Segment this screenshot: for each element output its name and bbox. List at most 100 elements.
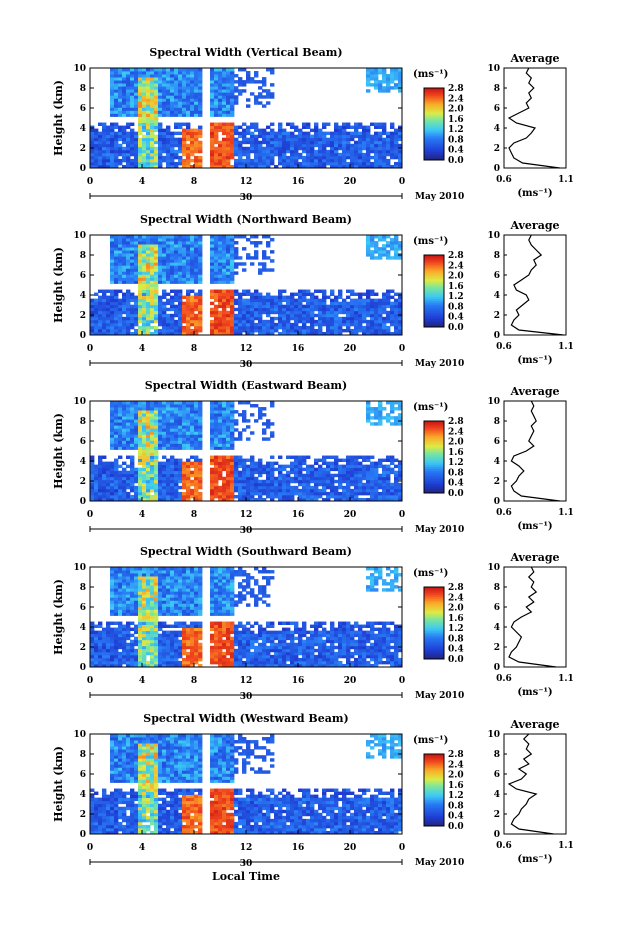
heatmap-cell xyxy=(146,482,151,487)
heatmap-cell xyxy=(398,71,403,75)
heatmap-cell xyxy=(174,164,179,169)
heatmap-cell xyxy=(242,158,247,163)
x-tick-label: 16 xyxy=(292,177,305,187)
heatmap-cell xyxy=(214,110,219,114)
heatmap-cell xyxy=(94,301,99,306)
colorbar-swatch xyxy=(424,110,444,113)
heatmap-cell xyxy=(162,304,167,309)
heatmap-cell xyxy=(146,449,151,453)
heatmap-cell xyxy=(186,437,191,441)
heatmap-cell xyxy=(158,428,163,432)
heatmap-cell xyxy=(218,86,223,90)
heatmap-cell xyxy=(230,434,235,438)
heatmap-cell xyxy=(162,416,167,420)
heatmap-cell xyxy=(222,244,227,248)
heatmap-cell xyxy=(390,470,395,475)
heatmap-cell xyxy=(166,307,171,312)
heatmap-cell xyxy=(194,479,199,484)
heatmap-cell xyxy=(382,74,387,78)
heatmap-cell xyxy=(358,328,363,333)
heatmap-cell xyxy=(282,473,287,478)
heatmap-cell xyxy=(254,122,259,126)
heatmap-cell xyxy=(174,304,179,309)
heatmap-cell xyxy=(222,158,227,163)
colorbar-swatch xyxy=(424,265,444,268)
heatmap-cell xyxy=(150,416,155,420)
heatmap-cell xyxy=(238,235,243,239)
heatmap-cell xyxy=(106,488,111,493)
heatmap-cell xyxy=(286,473,291,478)
heatmap-cell xyxy=(214,68,219,72)
heatmap-cell xyxy=(382,71,387,75)
heatmap-cell xyxy=(110,467,115,472)
heatmap-cell xyxy=(138,401,143,405)
heatmap-cell xyxy=(258,86,263,90)
heatmap-cell xyxy=(346,310,351,315)
heatmap-cell xyxy=(378,331,383,336)
heatmap-cell xyxy=(378,86,383,90)
heatmap-cell xyxy=(150,434,155,438)
heatmap-cell xyxy=(270,71,275,75)
heatmap-cell xyxy=(98,316,103,321)
heatmap-cell xyxy=(162,131,167,136)
heatmap-cell xyxy=(150,283,155,287)
heatmap-cell xyxy=(370,140,375,145)
heatmap-cell xyxy=(250,146,255,151)
heatmap-cell xyxy=(190,238,195,242)
heatmap-cell xyxy=(210,404,215,408)
heatmap-cell xyxy=(146,443,151,447)
heatmap-cell xyxy=(254,253,259,257)
heatmap-cell xyxy=(90,304,95,309)
colorbar-swatch xyxy=(424,144,444,147)
heatmap-cell xyxy=(270,295,275,300)
heatmap-cell xyxy=(262,250,267,254)
heatmap-cell xyxy=(366,74,371,78)
heatmap-cell xyxy=(134,328,139,333)
heatmap-cell xyxy=(186,146,191,151)
heatmap-cell xyxy=(170,134,175,139)
heatmap-cell xyxy=(250,134,255,139)
heatmap-cell xyxy=(222,95,227,99)
heatmap-cell xyxy=(106,319,111,324)
heatmap-cell xyxy=(182,241,187,245)
heatmap-cell xyxy=(122,155,127,160)
heatmap-cell xyxy=(246,310,251,315)
heatmap-cell xyxy=(230,410,235,414)
heatmap-cell xyxy=(226,149,231,154)
heatmap-cell xyxy=(130,268,135,272)
heatmap-cell xyxy=(110,95,115,99)
heatmap-cell xyxy=(158,401,163,405)
colorbar-swatch xyxy=(424,471,444,474)
heatmap-cell xyxy=(210,164,215,169)
heatmap-cell xyxy=(274,140,279,145)
heatmap-cell xyxy=(346,476,351,481)
heatmap-cell xyxy=(386,328,391,333)
heatmap-cell xyxy=(146,250,151,254)
heatmap-cell xyxy=(302,134,307,139)
heatmap-cell xyxy=(362,128,367,133)
heatmap-cell xyxy=(290,497,295,502)
heatmap-cell xyxy=(182,143,187,148)
y-tick-label: 2 xyxy=(80,477,86,487)
heatmap-cell xyxy=(150,253,155,257)
heatmap-cell xyxy=(342,137,347,142)
heatmap-cell xyxy=(398,331,403,336)
heatmap-cell xyxy=(122,292,127,297)
heatmap-cell xyxy=(182,268,187,272)
heatmap-cell xyxy=(282,313,287,318)
heatmap-cell xyxy=(306,146,311,151)
heatmap-cell xyxy=(390,68,395,72)
heatmap-cell xyxy=(138,422,143,426)
heatmap-cell xyxy=(194,331,199,336)
heatmap-cell xyxy=(154,107,159,111)
heatmap-cell xyxy=(362,307,367,312)
heatmap-cell xyxy=(138,295,143,300)
heatmap-cell xyxy=(162,494,167,499)
heatmap-cell xyxy=(394,301,399,306)
heatmap-cell xyxy=(166,89,171,93)
colorbar-swatch xyxy=(424,453,444,456)
colorbar-swatch xyxy=(424,445,444,448)
heatmap-cell xyxy=(138,235,143,239)
heatmap-cell xyxy=(138,86,143,90)
colorbar-swatch xyxy=(424,98,444,101)
